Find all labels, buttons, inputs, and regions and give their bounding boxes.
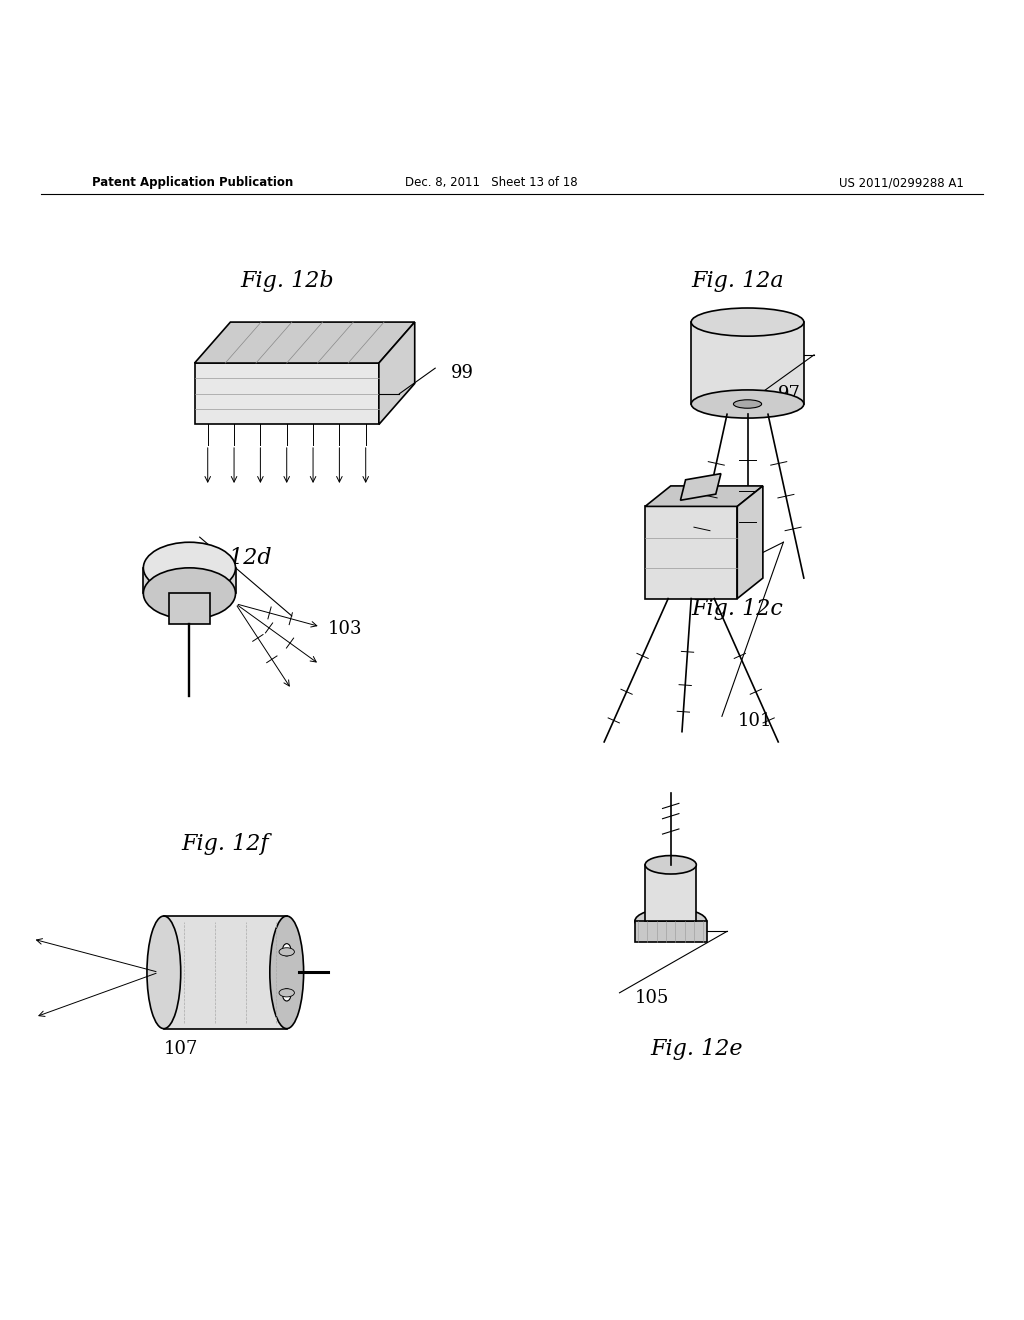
Polygon shape	[737, 486, 763, 598]
Ellipse shape	[270, 916, 304, 1028]
Text: Dec. 8, 2011   Sheet 13 of 18: Dec. 8, 2011 Sheet 13 of 18	[406, 177, 578, 189]
Text: 97: 97	[778, 384, 801, 403]
Polygon shape	[169, 594, 210, 624]
Text: 103: 103	[328, 620, 362, 639]
Ellipse shape	[279, 948, 295, 956]
Polygon shape	[635, 921, 707, 941]
Text: 105: 105	[635, 989, 670, 1007]
Ellipse shape	[645, 855, 696, 874]
Text: 107: 107	[164, 1040, 199, 1059]
Ellipse shape	[691, 389, 804, 418]
Text: Fig. 12c: Fig. 12c	[691, 598, 783, 620]
Ellipse shape	[283, 989, 291, 1001]
Polygon shape	[645, 865, 696, 921]
Polygon shape	[195, 363, 379, 425]
Text: Fig. 12a: Fig. 12a	[691, 271, 783, 292]
Text: Fig. 12f: Fig. 12f	[181, 833, 269, 855]
Text: Fig. 12b: Fig. 12b	[240, 271, 334, 292]
Text: 101: 101	[737, 713, 772, 730]
Polygon shape	[645, 486, 763, 507]
Ellipse shape	[733, 400, 762, 408]
Polygon shape	[143, 568, 236, 594]
Polygon shape	[195, 322, 415, 363]
Text: Fig. 12d: Fig. 12d	[178, 546, 272, 569]
Polygon shape	[691, 322, 804, 404]
Ellipse shape	[143, 568, 236, 619]
Text: Patent Application Publication: Patent Application Publication	[92, 177, 294, 189]
Polygon shape	[680, 474, 721, 500]
Ellipse shape	[143, 543, 236, 594]
Ellipse shape	[691, 308, 804, 337]
Text: 99: 99	[451, 364, 473, 383]
Text: US 2011/0299288 A1: US 2011/0299288 A1	[839, 177, 964, 189]
Ellipse shape	[283, 944, 291, 956]
Polygon shape	[379, 322, 415, 425]
Ellipse shape	[147, 916, 180, 1028]
Ellipse shape	[279, 989, 295, 997]
Text: Fig. 12e: Fig. 12e	[650, 1038, 742, 1060]
Polygon shape	[645, 507, 737, 598]
Polygon shape	[164, 916, 287, 1028]
Ellipse shape	[635, 908, 707, 935]
